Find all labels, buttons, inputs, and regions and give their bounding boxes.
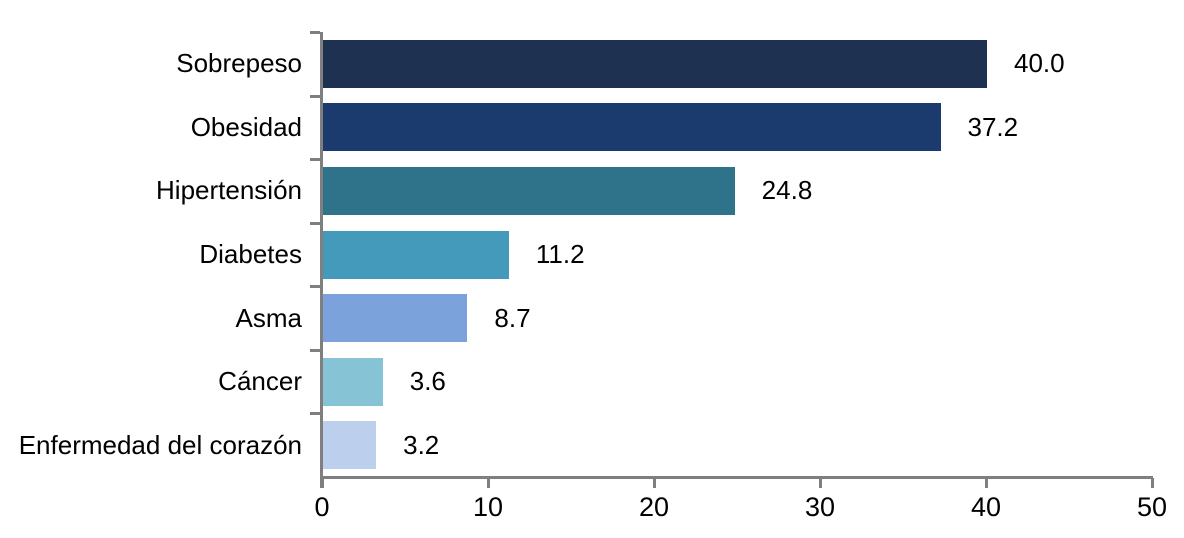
bar [323, 294, 468, 343]
x-axis-tick-label: 20 [638, 492, 670, 522]
y-axis-tick [310, 94, 320, 98]
category-label: Sobrepeso [176, 48, 302, 79]
category-label: Obesidad [190, 111, 302, 142]
x-axis-tick-label: 10 [472, 492, 504, 522]
y-axis-tick [310, 158, 320, 162]
x-axis-tick [653, 478, 656, 488]
value-label: 37.2 [967, 111, 1019, 142]
x-axis-tick-label: 40 [970, 492, 1002, 522]
bar [323, 103, 941, 152]
category-label: Hipertensión [156, 175, 302, 206]
x-axis-tick-label: 30 [804, 492, 836, 522]
y-axis-line [320, 32, 323, 488]
x-axis-tick [487, 478, 490, 488]
y-axis-tick [310, 221, 320, 225]
value-label: 3.6 [409, 366, 446, 397]
bar [323, 39, 987, 88]
bar [323, 166, 735, 215]
bar [323, 230, 509, 279]
x-axis-tick [985, 478, 988, 488]
y-axis-tick [310, 31, 320, 34]
category-label: Asma [235, 302, 302, 333]
x-axis-tick [321, 478, 324, 488]
bar [323, 357, 383, 406]
x-axis-tick-label: 0 [314, 492, 330, 522]
value-label: 8.7 [494, 302, 531, 333]
x-axis-tick [819, 478, 822, 488]
x-axis-line [320, 476, 1153, 479]
x-axis-tick [1151, 478, 1154, 488]
y-axis-tick [310, 348, 320, 352]
y-axis-tick [310, 285, 320, 289]
bar [323, 421, 377, 470]
value-label: 24.8 [761, 175, 813, 206]
category-label: Cáncer [218, 366, 302, 397]
category-label: Enfermedad del corazón [18, 429, 302, 460]
value-label: 11.2 [535, 238, 585, 269]
value-label: 40.0 [1014, 48, 1065, 79]
y-axis-tick [310, 412, 320, 416]
value-label: 3.2 [403, 429, 440, 460]
category-label: Diabetes [199, 238, 302, 269]
x-axis-tick-label: 50 [1136, 492, 1168, 522]
